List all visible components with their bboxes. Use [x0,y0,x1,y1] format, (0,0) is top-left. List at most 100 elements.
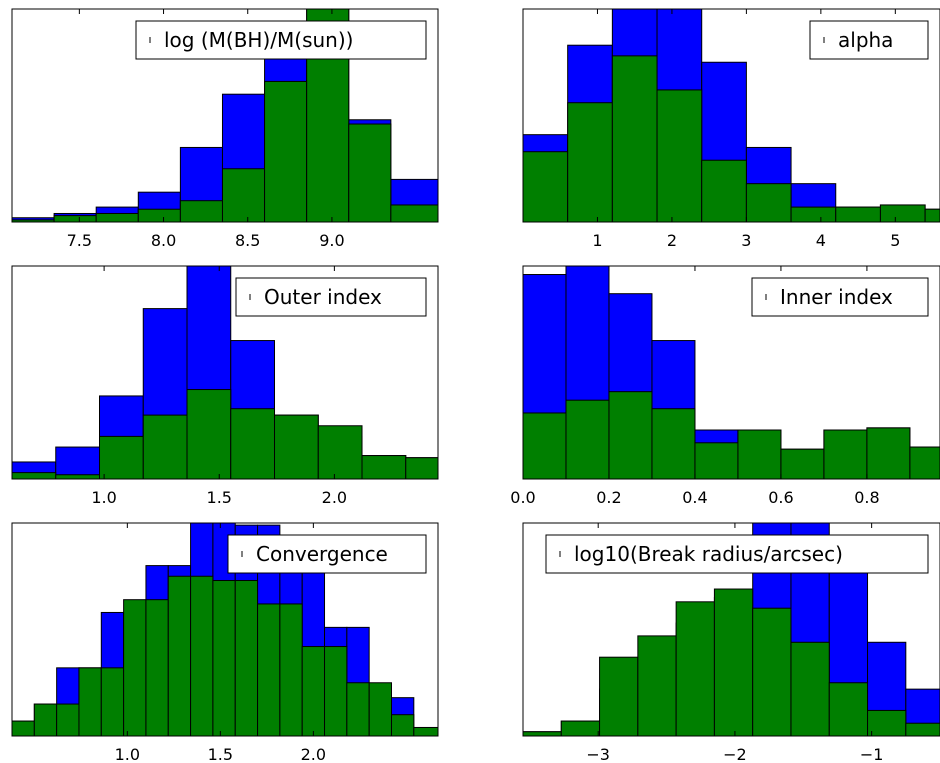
legend-box [135,20,427,60]
green-bar-14 [301,646,326,736]
green-bar-3 [608,391,653,479]
green-bar-8 [823,429,868,479]
legend-label: alpha [838,28,893,52]
green-bar-5 [694,442,739,479]
green-bar-10 [390,204,438,222]
axes-frame [11,522,439,737]
green-bar-15 [324,646,348,736]
legend: Convergence [227,534,427,574]
green-bar-1 [12,472,57,479]
panel-1: 7.5 8.0 8.5 9.0 log (M(BH)/M(sun)) [11,8,439,250]
x-tick-label: 0.4 [682,488,707,507]
green-bar-6 [221,168,266,222]
green-bar-6 [713,588,754,736]
green-bar-9 [190,575,214,736]
green-bar-5 [100,667,125,736]
x-tick-label: 1 [592,231,602,250]
green-bar-1 [523,731,562,736]
legend: Outer index [235,277,427,317]
x-tick-label: 0.2 [596,488,621,507]
legend: log (M(BH)/M(sun)) [135,20,427,60]
green-bar-1 [12,720,35,736]
green-bar-3 [95,212,139,222]
green-bar-7 [780,448,825,479]
green-bar-2 [33,703,58,736]
green-bar-2 [567,102,613,222]
green-bar-18 [390,714,415,736]
legend-label: log10(Break radius/arcsec) [574,542,843,566]
legend: Inner index [751,277,929,317]
x-tick-label: 1.5 [208,745,233,763]
green-bar-6 [745,183,792,222]
green-bar-8 [317,425,363,479]
x-tick-label: 8.5 [235,231,260,250]
x-tick-label: 4 [816,231,826,250]
green-bar-3 [56,703,80,736]
green-bar-16 [346,682,370,736]
legend-box [545,534,929,574]
green-bar-6 [230,408,276,479]
x-tick-label: 0.6 [768,488,793,507]
x-tick-label: −2 [723,745,747,763]
x-tick-label: −1 [860,745,884,763]
green-bar-2 [55,474,101,479]
green-bar-10 [909,446,940,479]
x-tick-label: 3 [741,231,751,250]
x-tick-label: 9.0 [319,231,344,250]
x-tick-label: −3 [586,745,610,763]
green-bar-4 [137,208,181,222]
green-bar-6 [123,599,147,736]
green-bar-9 [866,427,911,479]
x-tick-label: 5 [890,231,900,250]
x-tick-label: 2.0 [322,488,347,507]
legend-label: log (M(BH)/M(sun)) [164,28,353,52]
green-bar-8 [790,641,830,736]
green-bar-1 [523,412,567,479]
axes-frame [522,522,940,737]
bars [12,523,438,736]
bars [523,9,940,222]
green-bar-4 [637,635,677,736]
bars [12,266,438,479]
green-bar-12 [257,603,281,736]
green-bar-1 [523,151,569,222]
green-bar-5 [675,601,715,736]
green-bar-4 [142,414,188,479]
axes-frame [11,265,439,480]
green-bar-11 [905,722,940,736]
axes-frame [522,265,940,480]
green-bar-9 [361,455,407,479]
bars [12,9,438,222]
green-bar-3 [611,55,658,222]
green-bar-4 [78,667,102,736]
legend-box [235,277,427,317]
green-bar-7 [752,607,792,736]
green-bar-19 [413,726,438,736]
x-tick-label: 0.0 [510,488,535,507]
green-bar-5 [701,159,747,222]
panel-5: 1.0 1.5 2.0 Convergence [11,522,439,763]
green-bar-9 [828,682,869,736]
legend-label: Convergence [256,542,388,566]
green-bar-5 [179,200,223,222]
green-bar-17 [368,682,392,736]
x-tick-label: 0.8 [854,488,879,507]
green-bar-9 [348,123,392,222]
green-bar-4 [656,89,703,222]
legend-label: Inner index [780,285,893,309]
green-bar-7 [274,414,319,479]
legend-box [751,277,929,317]
green-bar-11 [234,580,259,736]
green-bar-3 [599,656,639,736]
x-tick-label: 8.0 [151,231,176,250]
green-bar-7 [264,80,308,222]
x-tick-label: 1.0 [91,488,116,507]
axes-frame [11,8,439,223]
legend: alpha [809,20,929,60]
x-tick-label: 1.0 [115,745,140,763]
panel-3: 1.0 1.5 2.0 Outer index [11,265,439,507]
green-bar-10 [405,457,438,479]
green-bar-9 [879,204,926,222]
green-bar-2 [560,720,601,736]
